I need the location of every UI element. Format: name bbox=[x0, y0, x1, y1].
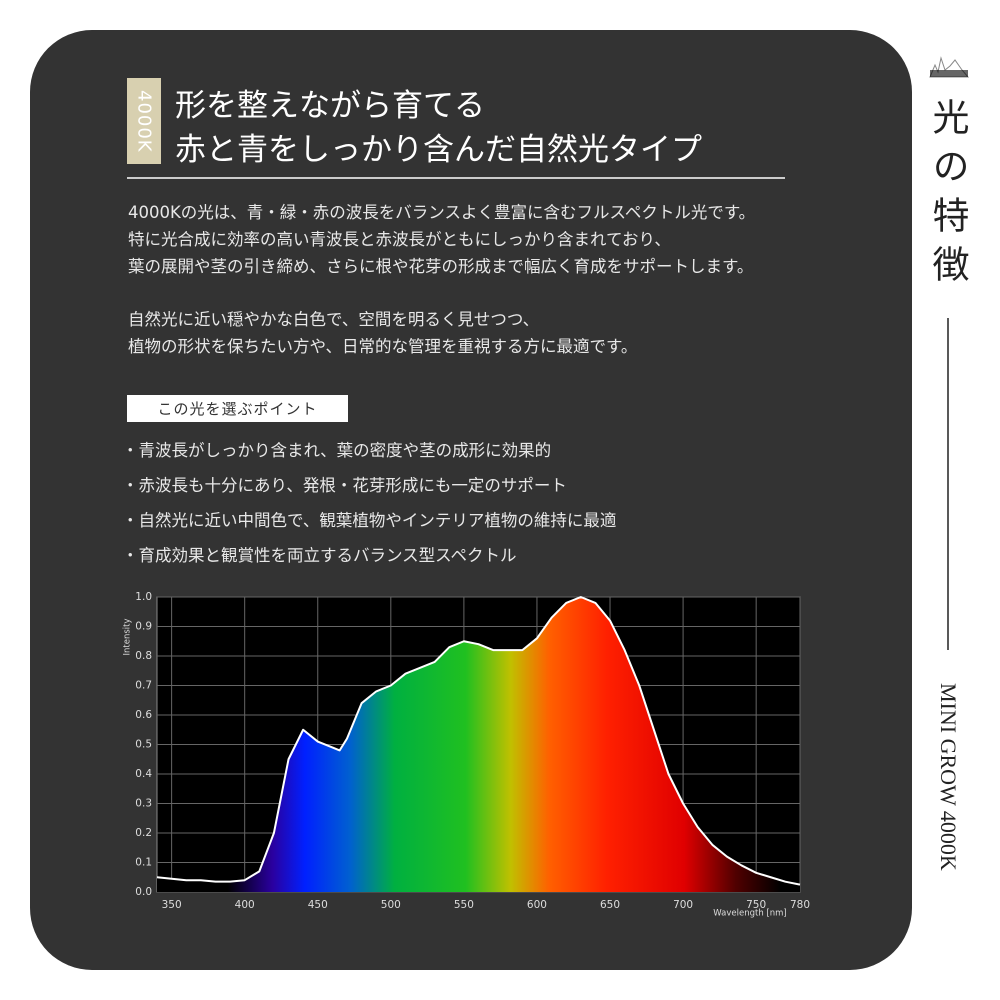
title-line: 形を整えながら育てる bbox=[175, 88, 485, 124]
point: ・赤波長も十分にあり、発根・花芽形成にも一定のサポート bbox=[122, 476, 567, 495]
x-tick-label: 350 bbox=[162, 899, 182, 911]
point: ・青波長がしっかり含まれ、葉の密度や茎の成形に効果的 bbox=[122, 441, 552, 460]
x-tick-label: 780 bbox=[790, 899, 810, 911]
x-tick-label: 450 bbox=[308, 899, 328, 911]
paragraph-line: 特に光合成に効率の高い青波長と赤波長がともにしっかり含まれており、 bbox=[128, 230, 671, 249]
x-tick-label: 500 bbox=[381, 899, 401, 911]
y-tick-label: 0.1 bbox=[135, 857, 152, 869]
y-tick-label: 0.3 bbox=[135, 798, 152, 810]
title-line: 赤と青をしっかり含んだ自然光タイプ bbox=[175, 132, 702, 168]
paragraph-line: 自然光に近い穏やかな白色で、空間を明るく見せつつ、 bbox=[128, 310, 540, 329]
y-axis-label: Intensity bbox=[123, 619, 133, 656]
y-tick-label: 0.7 bbox=[135, 680, 152, 692]
x-tick-label: 400 bbox=[235, 899, 255, 911]
x-tick-label: 550 bbox=[454, 899, 474, 911]
spectrum-area bbox=[157, 597, 800, 892]
y-tick-label: 0.4 bbox=[135, 768, 152, 780]
badge: 4000K bbox=[127, 78, 161, 164]
y-tick-label: 1.0 bbox=[135, 591, 152, 603]
x-tick-label: 650 bbox=[600, 899, 620, 911]
point: ・育成効果と観賞性を両立するバランス型スペクトル bbox=[122, 546, 517, 565]
spectrum-icon bbox=[929, 56, 970, 78]
y-tick-label: 0.0 bbox=[135, 886, 152, 898]
spectrum-line bbox=[156, 596, 801, 886]
x-axis-label: Wavelength [nm] bbox=[713, 909, 786, 919]
paragraph-line: 4000Kの光は、青・緑・赤の波長をバランスよく豊富に含むフルスペクトル光です。 bbox=[128, 203, 756, 222]
x-tick-label: 600 bbox=[527, 899, 547, 911]
chart: 0.0 0.1 0.2 0.3 0.4 0.5 0.6 0.7 0.8 0.9 1.0 350 400 4… bbox=[123, 591, 811, 919]
y-tick-label: 0.8 bbox=[135, 650, 152, 662]
point: ・自然光に近い中間色で、観葉植物やインテリア植物の維持に最適 bbox=[122, 511, 617, 530]
points-label: この光を選ぶポイント bbox=[127, 395, 348, 422]
x-tick-label: 750 bbox=[746, 899, 766, 911]
y-tick-label: 0.6 bbox=[135, 709, 152, 721]
paragraph-line: 植物の形状を保ちたい方や、日常的な管理を重視する方に最適です。 bbox=[128, 337, 638, 356]
paragraph-line: 葉の展開や茎の引き締め、さらに根や花芽の形成まで幅広く育成をサポートします。 bbox=[128, 257, 754, 276]
side-title: 光の特徴 bbox=[926, 98, 969, 294]
y-tick-label: 0.5 bbox=[135, 739, 152, 751]
side-label: MINI GROW 4000K bbox=[936, 683, 961, 871]
x-tick-label: 700 bbox=[673, 899, 693, 911]
y-tick-label: 0.2 bbox=[135, 827, 152, 839]
y-tick-label: 0.9 bbox=[135, 621, 152, 633]
